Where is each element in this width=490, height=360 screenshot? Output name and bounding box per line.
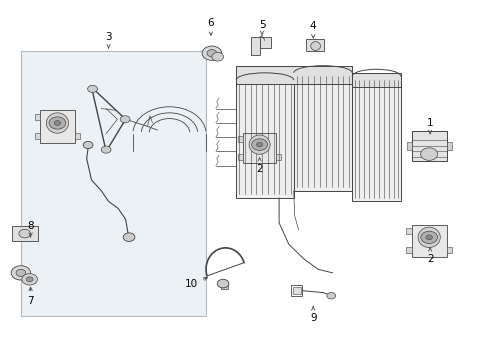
Bar — [412, 131, 447, 161]
Text: 10: 10 — [185, 277, 207, 289]
Bar — [236, 66, 352, 84]
Text: 2: 2 — [256, 158, 263, 174]
Bar — [352, 73, 401, 87]
Ellipse shape — [311, 41, 320, 50]
Circle shape — [212, 53, 223, 61]
Bar — [352, 76, 401, 202]
Bar — [251, 37, 260, 55]
Circle shape — [83, 141, 93, 149]
Ellipse shape — [420, 148, 438, 160]
Circle shape — [88, 85, 98, 93]
Bar — [75, 133, 80, 139]
Bar — [34, 133, 40, 139]
Bar — [243, 132, 276, 163]
Circle shape — [217, 279, 229, 288]
Text: 8: 8 — [27, 221, 34, 237]
Circle shape — [207, 50, 217, 57]
Text: 3: 3 — [105, 32, 112, 48]
Text: 9: 9 — [310, 307, 317, 323]
Ellipse shape — [47, 113, 69, 133]
Bar — [21, 51, 206, 316]
Bar — [447, 143, 452, 150]
Ellipse shape — [418, 227, 441, 248]
Circle shape — [22, 274, 37, 285]
Bar — [406, 247, 412, 253]
Circle shape — [202, 46, 221, 60]
Bar — [12, 226, 38, 241]
Bar — [276, 154, 281, 160]
Text: 1: 1 — [427, 118, 434, 134]
Bar — [406, 228, 412, 234]
Bar — [293, 287, 301, 294]
Circle shape — [426, 235, 432, 240]
Bar — [34, 114, 40, 120]
Bar — [407, 143, 412, 150]
Text: 2: 2 — [427, 248, 434, 264]
Bar — [306, 39, 324, 51]
Text: 6: 6 — [208, 18, 214, 35]
Text: 4: 4 — [310, 21, 317, 38]
Bar — [238, 136, 243, 141]
Ellipse shape — [249, 135, 270, 154]
Text: 5: 5 — [259, 19, 266, 35]
Circle shape — [257, 143, 263, 147]
Circle shape — [54, 121, 61, 125]
Bar — [40, 110, 75, 143]
Circle shape — [19, 229, 30, 238]
Circle shape — [123, 233, 135, 242]
Circle shape — [252, 139, 268, 150]
Bar — [236, 80, 294, 198]
Circle shape — [421, 231, 438, 243]
Circle shape — [101, 146, 111, 153]
Bar — [294, 73, 352, 191]
Bar — [238, 154, 243, 160]
Circle shape — [26, 277, 33, 282]
Circle shape — [120, 116, 130, 123]
Bar — [260, 37, 271, 48]
Bar — [291, 285, 302, 296]
Bar — [412, 225, 446, 257]
Circle shape — [327, 293, 336, 299]
Circle shape — [49, 117, 66, 129]
Text: 7: 7 — [27, 287, 34, 306]
Bar — [446, 247, 452, 253]
Circle shape — [16, 269, 26, 276]
Circle shape — [11, 266, 30, 280]
Bar — [220, 284, 228, 289]
